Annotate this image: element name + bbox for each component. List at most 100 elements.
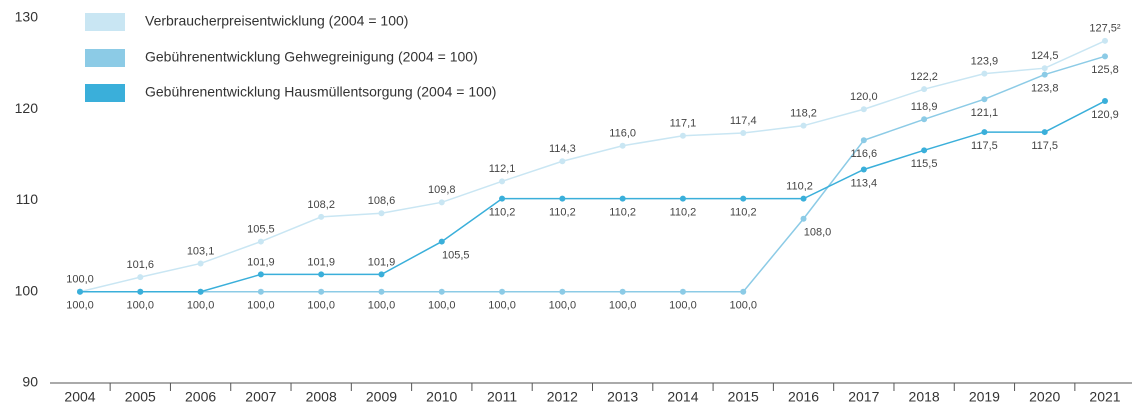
data-point xyxy=(559,195,566,202)
data-point xyxy=(137,288,144,295)
data-label: 103,1 xyxy=(187,245,215,257)
data-point xyxy=(438,238,445,245)
y-tick-label: 110 xyxy=(16,191,39,207)
data-label: 101,9 xyxy=(247,256,275,268)
x-tick-label: 2010 xyxy=(426,389,457,405)
data-point xyxy=(1041,71,1048,78)
data-label: 118,9 xyxy=(911,101,938,113)
data-point xyxy=(740,195,747,202)
data-label: 100,0 xyxy=(247,300,275,312)
data-label: 115,5 xyxy=(911,158,938,170)
x-tick-label: 2017 xyxy=(848,389,879,405)
data-label: 100,0 xyxy=(609,300,637,312)
data-label: 110,2 xyxy=(549,207,576,219)
data-point xyxy=(921,116,928,123)
data-point xyxy=(499,178,506,185)
data-point xyxy=(257,271,264,278)
data-point xyxy=(981,96,988,103)
data-label: 100,0 xyxy=(428,300,456,312)
x-tick-label: 2019 xyxy=(969,389,1000,405)
data-label: 117,5 xyxy=(1031,140,1058,152)
x-tick-label: 2021 xyxy=(1089,389,1120,405)
x-tick-label: 2008 xyxy=(306,389,337,405)
y-tick-label: 130 xyxy=(15,9,39,25)
data-point xyxy=(378,288,385,295)
data-label: 113,4 xyxy=(850,177,877,189)
x-tick-label: 2020 xyxy=(1029,389,1060,405)
data-label: 100,0 xyxy=(368,300,396,312)
data-point xyxy=(860,166,867,173)
data-point xyxy=(318,271,325,278)
data-point xyxy=(499,195,506,202)
data-label: 110,2 xyxy=(786,181,813,193)
data-label: 121,1 xyxy=(971,107,999,119)
data-label: 100,0 xyxy=(669,300,697,312)
data-label: 110,2 xyxy=(609,207,636,219)
data-label: 101,9 xyxy=(307,256,335,268)
legend-swatch xyxy=(85,49,125,67)
data-label: 127,5² xyxy=(1089,23,1121,35)
y-tick-label: 120 xyxy=(15,100,39,116)
data-label: 124,5 xyxy=(1031,50,1059,62)
series-line xyxy=(80,100,1106,293)
data-label: 100,0 xyxy=(307,300,335,312)
data-label: 122,2 xyxy=(910,71,938,83)
data-point xyxy=(1102,53,1108,60)
x-tick-label: 2004 xyxy=(64,389,95,405)
data-label: 101,6 xyxy=(127,259,155,271)
data-label: 105,5 xyxy=(247,223,275,235)
legend-label: Gebührenentwicklung Gehwegreinigung (200… xyxy=(145,49,478,65)
series-line xyxy=(80,55,1106,293)
x-tick-label: 2011 xyxy=(487,389,517,405)
data-label: 114,3 xyxy=(549,143,576,155)
data-label: 108,0 xyxy=(804,227,832,239)
data-point xyxy=(77,288,83,295)
data-point xyxy=(619,288,626,295)
data-point xyxy=(679,132,686,139)
data-point xyxy=(559,158,566,165)
data-point xyxy=(1041,129,1048,136)
legend-label: Gebührenentwicklung Hausmüllentsorgung (… xyxy=(145,84,496,100)
data-point xyxy=(197,288,204,295)
data-point xyxy=(981,129,988,136)
data-point xyxy=(378,271,385,278)
data-point xyxy=(318,288,325,295)
data-point xyxy=(860,106,867,113)
data-point xyxy=(499,288,506,295)
data-label: 117,5 xyxy=(971,140,998,152)
data-label: 110,2 xyxy=(489,207,516,219)
data-label: 110,2 xyxy=(670,207,697,219)
data-label: 120,0 xyxy=(850,91,878,103)
x-tick-label: 2006 xyxy=(185,389,216,405)
data-label: 117,4 xyxy=(730,115,757,127)
data-point xyxy=(1102,37,1108,44)
data-label: 109,8 xyxy=(428,184,456,196)
y-tick-label: 100 xyxy=(15,282,39,298)
data-point xyxy=(921,147,928,154)
data-point xyxy=(860,137,867,144)
data-label: 118,2 xyxy=(790,108,817,120)
data-point xyxy=(318,213,325,220)
data-point xyxy=(619,142,626,149)
x-tick-label: 2013 xyxy=(607,389,638,405)
data-label: 120,9 xyxy=(1091,109,1119,121)
x-tick-label: 2018 xyxy=(909,389,940,405)
data-point xyxy=(378,210,385,217)
data-label: 100,0 xyxy=(488,300,516,312)
data-label: 123,9 xyxy=(971,56,999,68)
data-label: 101,9 xyxy=(368,256,396,268)
data-point xyxy=(981,70,988,77)
data-label: 105,5 xyxy=(442,249,470,261)
data-point xyxy=(438,288,445,295)
data-point xyxy=(740,288,747,295)
data-label: 123,8 xyxy=(1031,82,1059,94)
legend-label: Verbraucherpreisentwicklung (2004 = 100) xyxy=(145,13,408,29)
data-label: 116,0 xyxy=(609,128,636,140)
legend-swatch xyxy=(85,84,125,102)
data-label: 100,0 xyxy=(66,274,94,286)
data-point xyxy=(800,195,807,202)
data-point xyxy=(559,288,566,295)
data-label: 108,2 xyxy=(307,199,335,211)
data-label: 100,0 xyxy=(187,300,215,312)
